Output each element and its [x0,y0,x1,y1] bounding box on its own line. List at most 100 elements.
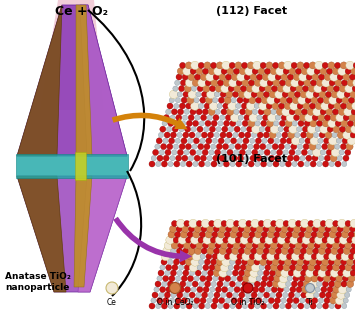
Circle shape [295,264,302,271]
Circle shape [257,115,262,120]
Polygon shape [152,9,352,164]
Circle shape [345,292,350,298]
Circle shape [182,226,189,233]
Circle shape [248,303,254,309]
Circle shape [335,121,341,126]
Circle shape [267,252,275,261]
Circle shape [323,232,329,237]
Circle shape [280,80,286,86]
Circle shape [240,242,246,249]
Circle shape [256,155,262,161]
Circle shape [217,144,222,150]
Circle shape [333,109,339,115]
Circle shape [191,102,199,110]
Circle shape [287,297,293,304]
Circle shape [177,133,182,138]
Circle shape [251,91,257,98]
Circle shape [295,221,301,226]
Circle shape [180,161,186,167]
Circle shape [209,221,215,226]
Circle shape [211,79,218,86]
Circle shape [197,265,202,270]
Circle shape [283,242,290,249]
Circle shape [203,242,209,249]
Circle shape [214,67,222,75]
Circle shape [220,292,226,298]
Circle shape [320,109,326,115]
Circle shape [259,86,265,92]
Circle shape [190,242,196,249]
Circle shape [345,68,351,74]
Circle shape [314,68,320,74]
Circle shape [231,74,238,80]
Circle shape [193,121,198,126]
Circle shape [209,126,215,132]
Circle shape [327,68,333,74]
Circle shape [224,253,230,260]
Circle shape [243,275,250,282]
Circle shape [239,132,245,138]
Circle shape [198,161,204,167]
Circle shape [194,98,199,103]
Circle shape [211,144,216,149]
Circle shape [191,287,196,292]
Circle shape [349,253,355,260]
Circle shape [306,226,313,233]
Circle shape [259,265,264,270]
Circle shape [154,287,159,292]
Circle shape [331,226,338,233]
Circle shape [186,237,192,243]
Circle shape [329,281,335,287]
Circle shape [195,115,200,120]
Circle shape [307,285,316,294]
Circle shape [260,127,264,132]
Circle shape [259,102,267,110]
Circle shape [323,275,331,282]
Circle shape [160,144,166,150]
Circle shape [260,63,266,68]
Circle shape [297,281,304,287]
Text: O in TiO₂: O in TiO₂ [231,298,265,307]
Circle shape [163,138,168,144]
Circle shape [149,303,155,309]
Circle shape [300,156,305,161]
Circle shape [267,80,273,86]
Circle shape [201,115,207,121]
Circle shape [262,298,268,303]
Circle shape [318,97,324,103]
Circle shape [299,114,306,121]
Circle shape [196,292,201,298]
Circle shape [198,79,206,87]
Circle shape [204,259,211,265]
Circle shape [234,150,239,155]
Circle shape [354,97,355,104]
Circle shape [168,121,174,126]
Circle shape [295,242,302,249]
Circle shape [332,68,339,75]
Circle shape [171,292,176,298]
Circle shape [242,63,247,68]
Circle shape [259,286,265,293]
Circle shape [191,127,196,132]
Circle shape [180,259,186,265]
Circle shape [274,275,281,282]
Circle shape [317,121,323,126]
Circle shape [233,292,238,298]
Circle shape [343,155,349,161]
Polygon shape [40,0,104,110]
Circle shape [200,74,207,80]
Circle shape [288,226,294,232]
Circle shape [314,84,322,93]
Circle shape [255,161,260,167]
Circle shape [331,292,338,298]
Circle shape [106,282,118,294]
Circle shape [344,91,350,98]
Circle shape [306,291,314,299]
Circle shape [262,232,268,237]
Circle shape [276,219,284,228]
Circle shape [329,137,337,145]
Circle shape [277,242,283,249]
Circle shape [246,221,252,226]
Circle shape [310,120,317,127]
Circle shape [242,161,247,167]
